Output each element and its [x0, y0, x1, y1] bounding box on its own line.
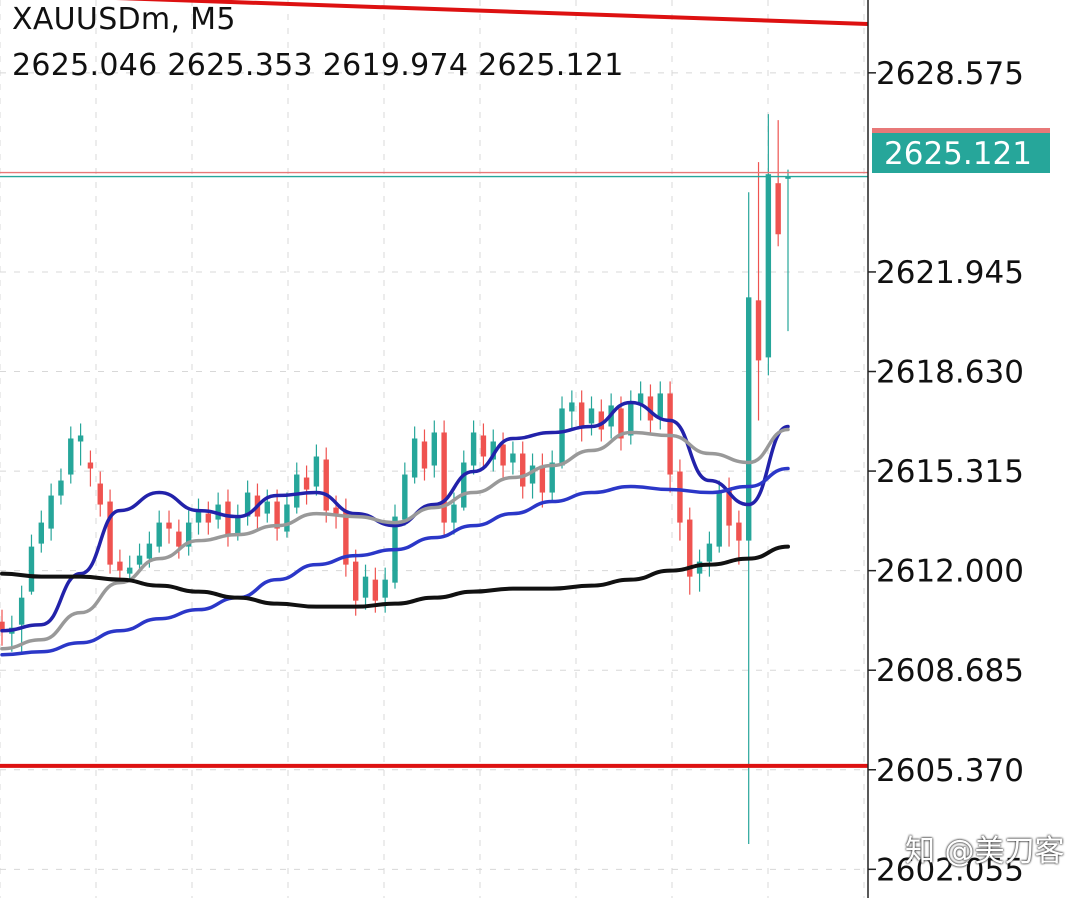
candle-body-bear	[343, 510, 349, 565]
candle-body-bull	[765, 174, 772, 358]
candle-body-bull	[569, 402, 575, 412]
ma-fast-line	[0, 400, 790, 633]
current-price-label: 2625.121	[884, 136, 1032, 172]
candle-body-bull	[657, 393, 663, 418]
candle-body-bear	[539, 465, 546, 493]
candle-body-bear	[500, 444, 506, 466]
candle-body-bull	[18, 597, 25, 625]
candle-body-bear	[87, 462, 94, 469]
candle-body-bull	[706, 543, 713, 562]
candle-body-bull	[77, 435, 84, 442]
candle-body-bull	[28, 546, 35, 592]
candle-body-bull	[451, 504, 457, 523]
y-tick-label: 2602.055	[876, 852, 1024, 888]
ma-slow-line	[0, 466, 790, 657]
current-price-tag-background	[872, 133, 1050, 173]
candle-body-bull	[549, 462, 555, 493]
candle-body-bull	[716, 492, 722, 547]
current-price-tag: 2625.121	[872, 128, 1050, 173]
y-tick-label: 2608.685	[876, 653, 1024, 689]
candle-body-bear	[647, 396, 654, 421]
candle-body-bear	[352, 561, 359, 601]
candle-body-bull	[470, 432, 477, 466]
watermark-text: 知 @美刀客	[905, 834, 1065, 869]
candle-body-bull	[411, 438, 418, 478]
moving-average-lines	[0, 400, 790, 657]
candle-body-bear	[480, 435, 487, 457]
candle-body-bull	[529, 465, 536, 484]
candle-body-bear	[274, 501, 280, 529]
y-tick-label: 2612.000	[876, 554, 1024, 590]
candle-body-bear	[117, 561, 123, 571]
y-tick-label: 2628.575	[876, 56, 1024, 92]
candle-body-bull	[264, 501, 270, 514]
candle-body-bear	[755, 300, 762, 361]
candle-body-bull	[431, 432, 438, 466]
ma-long-line	[0, 544, 790, 609]
candle-body-bull	[637, 393, 644, 406]
y-tick-label: 2621.945	[876, 255, 1024, 291]
candle-body-bear	[578, 402, 585, 427]
candle-body-bull	[559, 408, 565, 466]
candle-body-bull	[382, 579, 388, 598]
candle-body-bull	[461, 462, 467, 508]
candle-body-bull	[588, 408, 595, 424]
grid-lines	[0, 0, 868, 898]
symbol-timeframe-label: XAUUSDm, M5	[12, 2, 236, 37]
candle-body-bull	[294, 474, 300, 508]
y-tick-label: 2605.370	[876, 753, 1024, 789]
candle-body-bear	[441, 432, 447, 523]
candle-body-bull	[628, 402, 634, 436]
candle-body-bull	[235, 516, 241, 535]
candle-body-bear	[372, 579, 379, 601]
ohlc-values-label: 2625.046 2625.353 2619.974 2625.121	[12, 48, 624, 83]
y-tick-label: 2615.315	[876, 454, 1024, 490]
candle-body-bull	[745, 297, 752, 541]
candle-body-bull	[362, 576, 369, 598]
candle-body-bull	[136, 555, 143, 565]
price-axis[interactable]: 2628.575 2621.945 2618.630 2615.315 2612.000…	[868, 56, 1024, 888]
candle-body-bear	[618, 408, 624, 439]
candle-body-bull	[185, 522, 192, 547]
candle-body-bull	[284, 504, 290, 532]
current-price-tag-ask-edge	[872, 128, 1050, 133]
candle-body-bear	[726, 489, 732, 526]
candle-body-bull	[127, 567, 133, 574]
candle-body-bull	[156, 522, 162, 547]
candle-body-bull	[510, 453, 516, 463]
candle-body-bull	[785, 176, 791, 179]
candle-body-bull	[490, 441, 496, 460]
candle-body-bull	[48, 495, 54, 529]
candle-body-bear	[166, 522, 172, 529]
price-lines	[0, 0, 869, 768]
candle-body-bull	[68, 438, 74, 475]
y-tick-label: 2618.630	[876, 355, 1024, 391]
candle-body-bull	[244, 492, 251, 517]
candle-body-bear	[677, 471, 683, 523]
candle-body-bear	[598, 411, 605, 430]
candle-body-bear	[97, 483, 103, 505]
candle-body-bull	[402, 474, 408, 520]
candle-body-bear	[421, 441, 428, 469]
candle-body-bull	[146, 543, 153, 559]
candle-body-bear	[736, 522, 742, 541]
candle-body-bear	[0, 621, 5, 631]
candle-body-bull	[195, 510, 202, 523]
candle-body-bull	[696, 561, 703, 574]
candle-body-bear	[775, 183, 781, 235]
candle-body-bull	[313, 456, 320, 487]
candle-body-bull	[38, 522, 45, 544]
candle-body-bear	[520, 453, 526, 487]
candle-body-bear	[225, 501, 231, 535]
candle-body-bear	[176, 531, 182, 547]
candle-body-bear	[205, 513, 212, 523]
candle-body-bear	[303, 477, 310, 490]
candle-body-bear	[323, 459, 329, 511]
candle-body-bear	[107, 501, 113, 565]
candle-body-bear	[333, 507, 339, 514]
candle-body-bull	[58, 480, 64, 496]
candle-body-bear	[687, 519, 693, 577]
resistance-line	[115, 0, 869, 27]
